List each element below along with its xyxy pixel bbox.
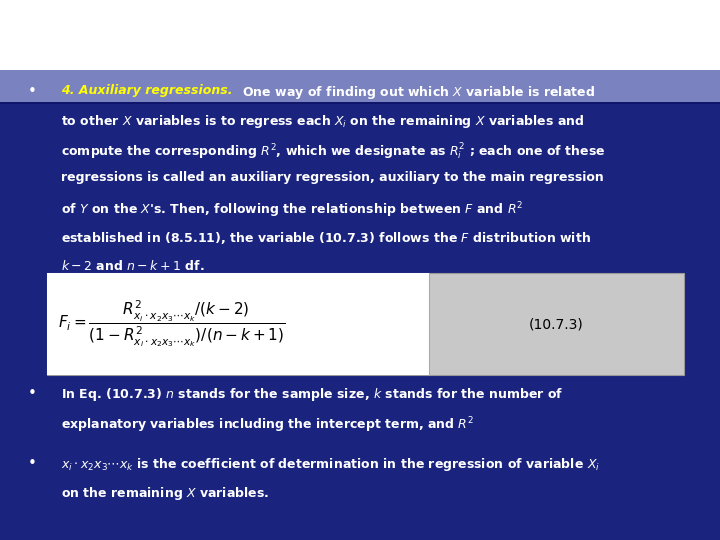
Text: $x_i \cdot x_2 x_3 \cdots x_k$ is the coefficient of determination in the regres: $x_i \cdot x_2 x_3 \cdots x_k$ is the co… <box>61 456 600 473</box>
FancyBboxPatch shape <box>0 102 720 104</box>
Text: on the remaining $X$ variables.: on the remaining $X$ variables. <box>61 485 269 502</box>
Text: One way of finding out which $X$ variable is related: One way of finding out which $X$ variabl… <box>238 84 595 100</box>
Text: 4. Auxiliary regressions.: 4. Auxiliary regressions. <box>61 84 233 97</box>
Text: •: • <box>27 456 36 471</box>
FancyBboxPatch shape <box>0 70 720 103</box>
Text: •: • <box>27 84 36 99</box>
Text: $F_i = \dfrac{R^2_{x_i \cdot x_2 x_3 \cdots x_k}/(k-2)}{(1-R^2_{x_i \cdot x_2 x_: $F_i = \dfrac{R^2_{x_i \cdot x_2 x_3 \cd… <box>58 299 285 349</box>
Text: In Eq. (10.7.3) $n$ stands for the sample size, $k$ stands for the number of: In Eq. (10.7.3) $n$ stands for the sampl… <box>61 386 564 403</box>
Text: (10.7.3): (10.7.3) <box>529 317 584 331</box>
Text: $k-2$ and $n-k+1$ df.: $k-2$ and $n-k+1$ df. <box>61 259 204 273</box>
Text: •: • <box>27 386 36 401</box>
FancyBboxPatch shape <box>47 273 684 375</box>
Text: explanatory variables including the intercept term, and $R^2$: explanatory variables including the inte… <box>61 415 474 435</box>
Text: of $Y$ on the $X$'s. Then, following the relationship between $F$ and $R^2$: of $Y$ on the $X$'s. Then, following the… <box>61 200 523 220</box>
Text: compute the corresponding $R^2$, which we designate as $R^2_i$ ; each one of the: compute the corresponding $R^2$, which w… <box>61 142 606 163</box>
FancyBboxPatch shape <box>0 0 720 70</box>
Text: established in (8.5.11), the variable (10.7.3) follows the $F$ distribution with: established in (8.5.11), the variable (1… <box>61 230 591 246</box>
FancyBboxPatch shape <box>47 273 429 375</box>
Text: to other $X$ variables is to regress each $X_i$ on the remaining $X$ variables a: to other $X$ variables is to regress eac… <box>61 113 585 130</box>
Text: regressions is called an auxiliary regression, auxiliary to the main regression: regressions is called an auxiliary regre… <box>61 171 604 184</box>
